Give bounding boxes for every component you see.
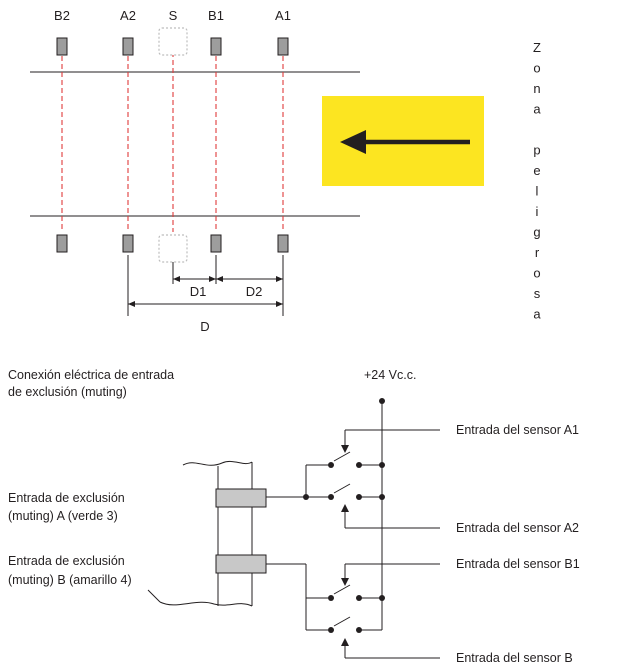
danger-zone-letter: p	[533, 143, 540, 158]
label-d1: D1	[190, 284, 207, 299]
danger-zone-letter: Z	[533, 40, 541, 55]
sensor-a1-bottom	[277, 234, 289, 253]
sensor-a2-bottom	[122, 234, 134, 253]
label-b1: B1	[208, 8, 224, 23]
label-s: S	[169, 8, 178, 23]
label-d2: D2	[246, 284, 263, 299]
input-b-leader	[147, 589, 161, 603]
connector-break-top	[182, 460, 253, 466]
sensor-b2-bottom	[56, 234, 68, 253]
input-a-line2: (muting) A (verde 3)	[8, 509, 118, 523]
switch-group-b	[266, 563, 440, 659]
danger-zone-letter: o	[533, 266, 540, 281]
left-arrow-icon	[340, 130, 366, 154]
sensor-a1-input-label: Entrada del sensor A1	[456, 423, 579, 437]
supply-label: +24 Vc.c.	[364, 368, 416, 382]
input-a-line1: Entrada de exclusión	[8, 491, 125, 505]
sensor-a2-input-label: Entrada del sensor A2	[456, 521, 579, 535]
label-a1: A1	[275, 8, 291, 23]
sensor-b1-bottom	[210, 234, 222, 253]
dimension-d2: D2	[216, 255, 284, 316]
danger-zone-letter: g	[533, 225, 540, 240]
danger-zone-letter: n	[533, 81, 540, 96]
sensor-s-bottom	[158, 234, 188, 263]
danger-zone-letter: s	[534, 286, 541, 301]
connector-break-bottom	[159, 601, 253, 607]
sensor-b1-top	[210, 37, 222, 56]
wiring-diagram: Conexión eléctrica de entrada de exclusi…	[8, 368, 580, 665]
sensor-b1-input-label: Entrada del sensor B1	[456, 557, 580, 571]
terminal-b	[215, 554, 267, 574]
danger-zone-letter: i	[536, 204, 539, 219]
sensor-a2-top	[122, 37, 134, 56]
danger-zone-letter: a	[533, 307, 541, 322]
sensor-b2-input-label: Entrada del sensor B	[456, 651, 573, 665]
sensor-arrangement: B2 A2 S B1 A1 D1	[30, 8, 541, 334]
wiring-title-line2: de exclusión (muting)	[8, 385, 127, 399]
sensor-b2-top	[56, 37, 68, 56]
danger-zone-letter: a	[533, 102, 541, 117]
label-b2: B2	[54, 8, 70, 23]
input-b-line2: (muting) B (amarillo 4)	[8, 573, 132, 587]
label-d: D	[200, 319, 209, 334]
terminal-a	[215, 488, 267, 508]
danger-zone-letter: r	[535, 245, 540, 260]
dimension-d: D	[127, 255, 283, 334]
wiring-title-line1: Conexión eléctrica de entrada	[8, 368, 174, 382]
danger-zone-letter: l	[536, 184, 539, 199]
danger-zone-letter: o	[533, 61, 540, 76]
danger-zone-letter: e	[533, 163, 540, 178]
sensor-a1-top	[277, 37, 289, 56]
input-b-line1: Entrada de exclusión	[8, 554, 125, 568]
switch-group-a	[266, 429, 440, 529]
label-a2: A2	[120, 8, 136, 23]
dimension-d1: D1	[172, 255, 217, 299]
sensor-s-top	[158, 27, 188, 56]
